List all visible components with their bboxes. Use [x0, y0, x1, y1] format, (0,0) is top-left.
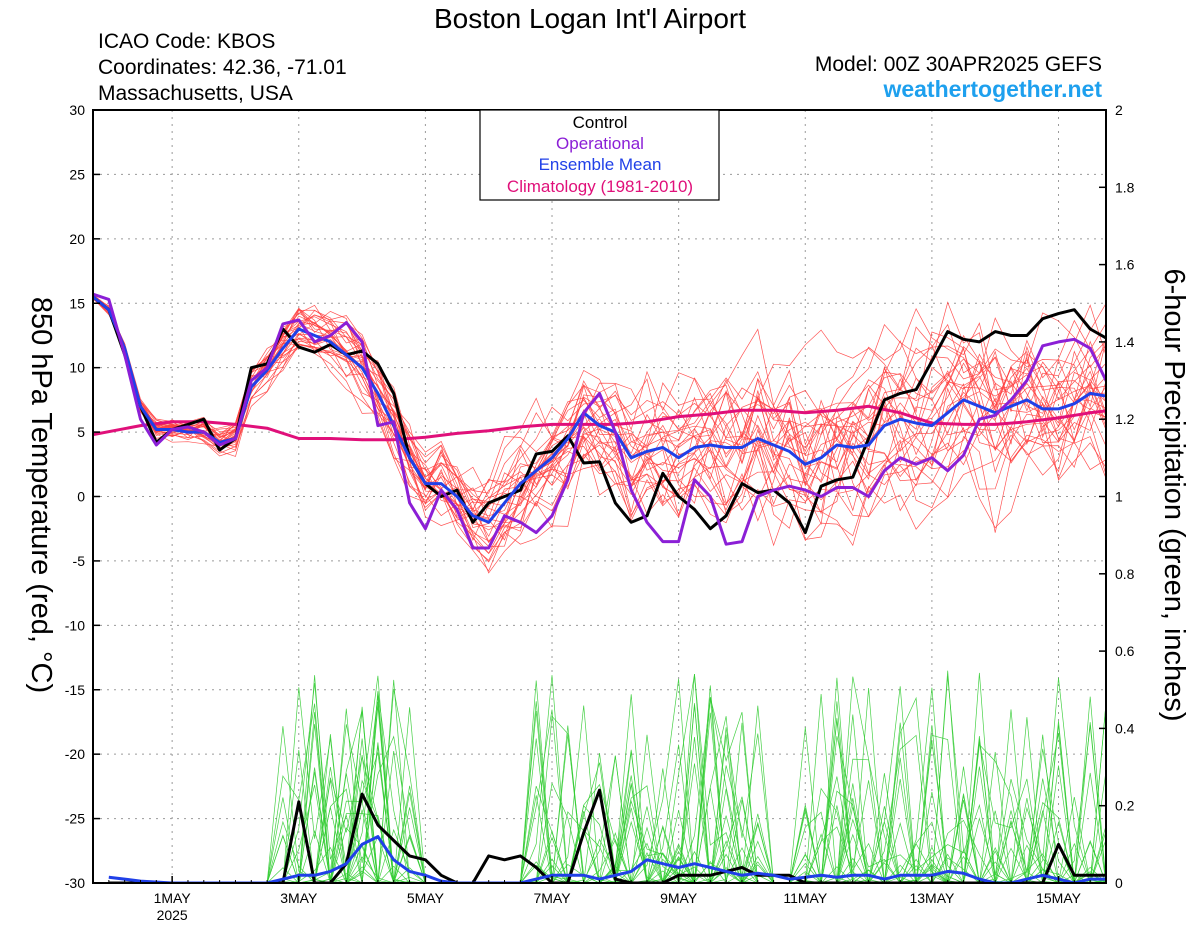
legend: Control Operational Ensemble Mean Climat…: [479, 109, 720, 201]
x-tick-label: 3MAY: [280, 890, 318, 906]
y-left-tick-label: -30: [65, 875, 85, 891]
y-left-tick-label: 10: [69, 360, 85, 376]
legend-control: Control: [573, 113, 628, 132]
temperature-member-line: [93, 297, 1106, 540]
legend-climatology: Climatology (1981-2010): [507, 177, 693, 196]
coordinates: Coordinates: 42.36, -71.01: [98, 56, 347, 79]
y-left-tick-label: 15: [69, 295, 85, 311]
y-right-tick-label: 1.8: [1115, 179, 1135, 195]
y-right-tick-label: 2: [1115, 102, 1123, 118]
mean-temperature-line: [93, 295, 1106, 524]
operational-temperature-line: [93, 292, 1106, 550]
x-tick-label: 15MAY: [1036, 890, 1082, 906]
x-tick-label: 13MAY: [909, 890, 955, 906]
temperature-member-line: [93, 298, 1106, 541]
y-left-tick-label: 5: [77, 424, 85, 440]
y-right-tick-label: 0.2: [1115, 798, 1135, 814]
x-tick-label: 5MAY: [407, 890, 445, 906]
chart-title: Boston Logan Int'l Airport: [434, 3, 746, 34]
y-left-label: 850 hPa Temperature (red, °C): [25, 297, 57, 693]
temperature-member-line: [93, 297, 1106, 547]
precipitation-member-line: [108, 708, 1106, 883]
precipitation-member-line: [108, 693, 1106, 883]
x-tick-label: 9MAY: [660, 890, 698, 906]
model-run: Model: 00Z 30APR2025 GEFS: [815, 53, 1102, 76]
temperature-member-line: [93, 294, 1106, 507]
y-right-tick-label: 1: [1115, 489, 1123, 505]
mean-precipitation-line: [108, 835, 1106, 883]
y-right-label: 6-hour Precipitation (green, inches): [1158, 269, 1190, 722]
y-right-tick-label: 0.6: [1115, 643, 1135, 659]
y-right-tick-label: 0: [1115, 875, 1123, 891]
precipitation-member-line: [108, 677, 1106, 883]
y-left-tick-label: -25: [65, 811, 85, 827]
icao-code: ICAO Code: KBOS: [98, 30, 275, 53]
site-name: weathertogether.net: [882, 76, 1102, 102]
y-right-tick-label: 1.2: [1115, 411, 1135, 427]
temperature-member-line: [93, 294, 1106, 542]
precipitation-member-line: [108, 675, 1106, 883]
y-left-tick-label: -10: [65, 617, 85, 633]
y-left-tick-label: 20: [69, 231, 85, 247]
ensemble-members-temperature: [93, 294, 1106, 574]
main-series: [93, 292, 1106, 883]
x-tick-sublabel: 2025: [157, 907, 188, 923]
x-tick-label: 1MAY: [154, 890, 192, 906]
y-right-tick-label: 1.4: [1115, 334, 1135, 350]
precipitation-member-line: [108, 718, 1106, 883]
precipitation-member-line: [108, 695, 1106, 883]
precipitation-member-line: [108, 673, 1106, 883]
legend-ensemble-mean: Ensemble Mean: [539, 155, 662, 174]
precipitation-member-line: [108, 734, 1106, 883]
precipitation-member-line: [108, 691, 1106, 883]
precipitation-member-line: [108, 687, 1106, 883]
y-left-tick-label: -20: [65, 746, 85, 762]
precipitation-member-line: [108, 679, 1106, 883]
y-right-tick-label: 1.6: [1115, 257, 1135, 273]
precipitation-member-line: [108, 694, 1106, 883]
precipitation-member-line: [108, 672, 1106, 883]
legend-box: [479, 109, 720, 201]
y-left-tick-label: 30: [69, 102, 85, 118]
y-left-tick-label: -5: [73, 553, 86, 569]
y-right-tick-label: 0.8: [1115, 566, 1135, 582]
axis-ticks: 302520151050-5-10-15-20-25-3021.81.61.41…: [65, 102, 1135, 923]
precipitation-member-line: [108, 701, 1106, 883]
y-left-tick-label: 25: [69, 166, 85, 182]
region: Massachusetts, USA: [98, 82, 293, 105]
x-tick-label: 11MAY: [783, 890, 827, 906]
y-right-tick-label: 0.4: [1115, 720, 1135, 736]
control-precipitation-line: [108, 788, 1106, 883]
climatology-temperature-line: [93, 404, 1106, 442]
x-tick-label: 7MAY: [533, 890, 571, 906]
legend-operational: Operational: [556, 134, 644, 153]
y-left-tick-label: -15: [65, 682, 85, 698]
y-left-tick-label: 0: [77, 489, 85, 505]
temperature-member-line: [93, 295, 1106, 521]
